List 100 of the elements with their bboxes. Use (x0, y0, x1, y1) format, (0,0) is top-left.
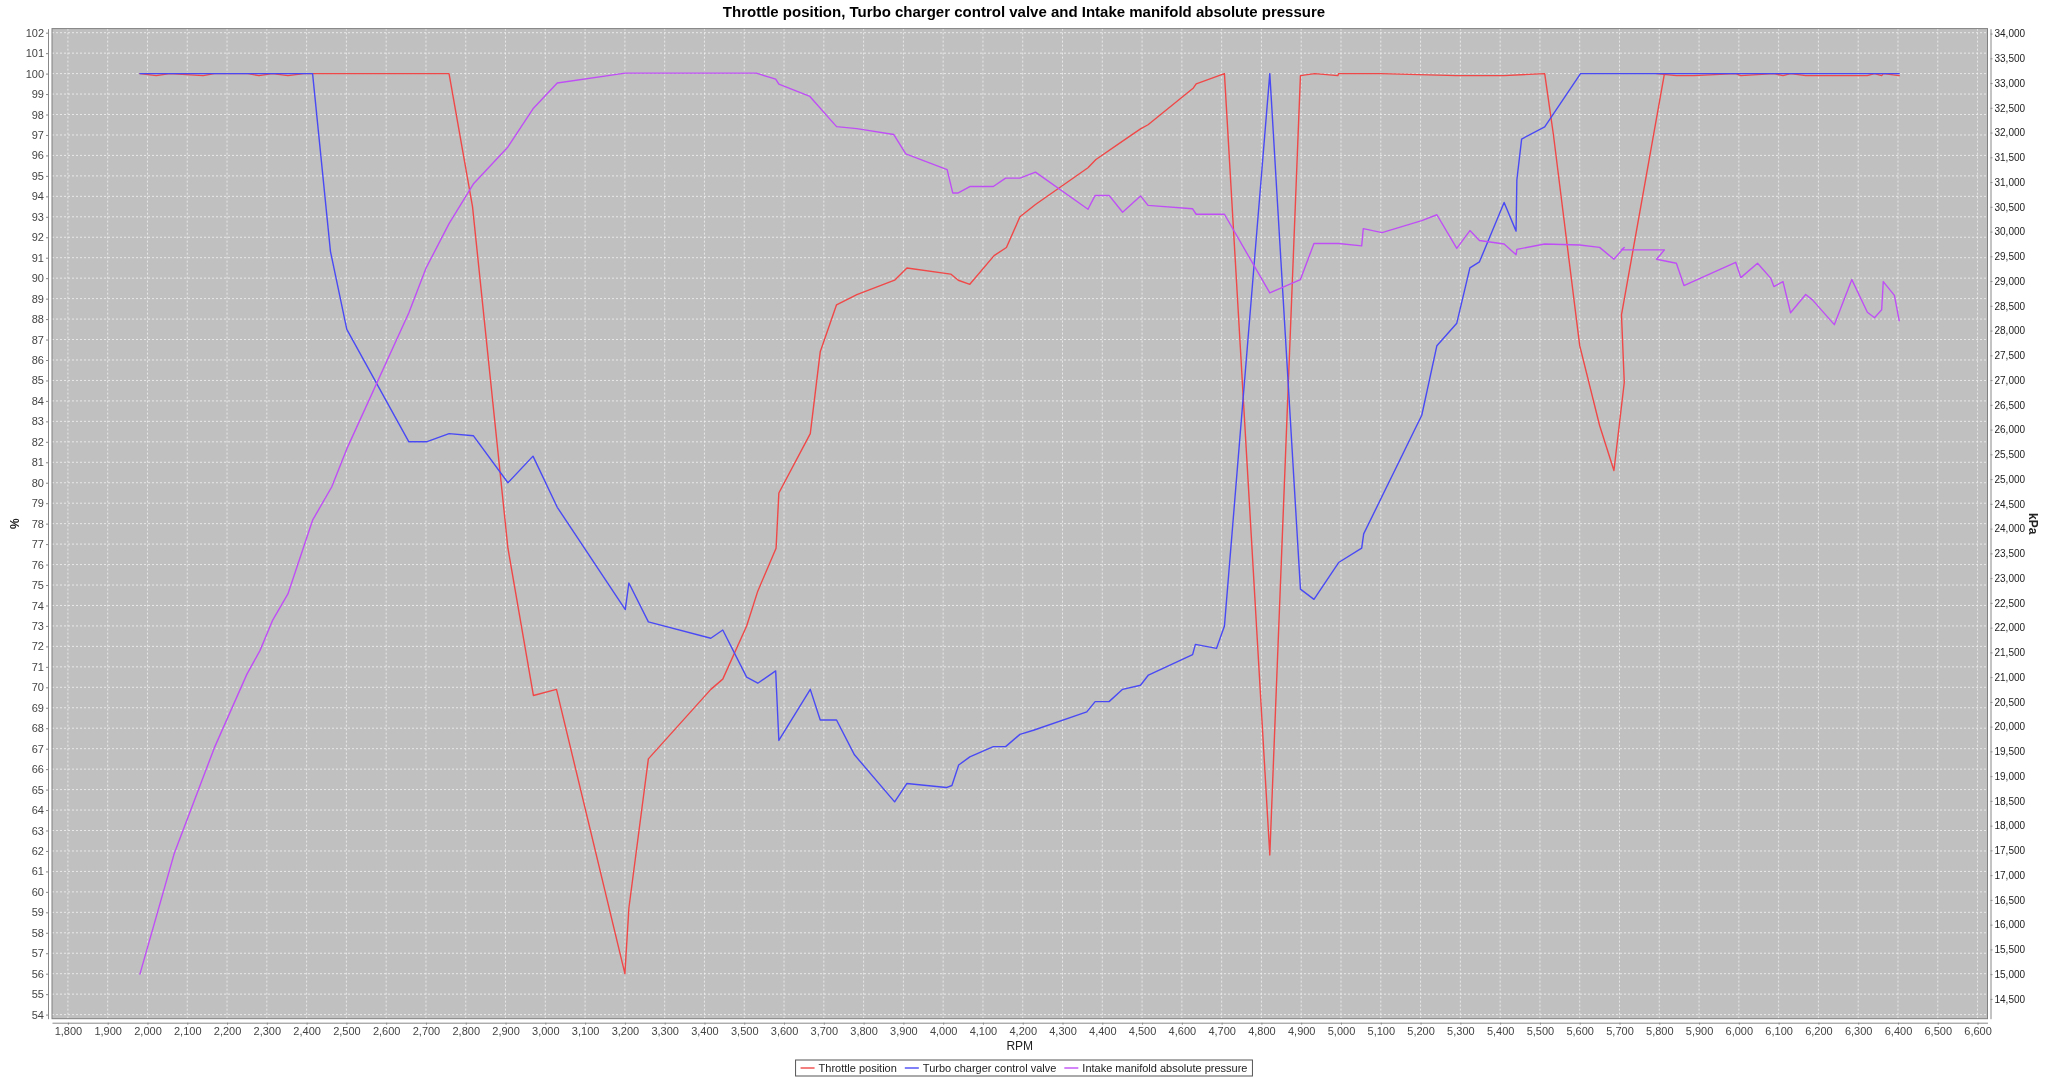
y-tick-label: 78 (31, 517, 44, 530)
x-tick-label: 4,100 (969, 1025, 998, 1038)
y2-tick-label: 25,500 (1994, 449, 2026, 461)
y-tick-label: 80 (31, 476, 44, 489)
y-tick-label: 66 (31, 763, 44, 776)
x-tick-label: 5,200 (1407, 1025, 1435, 1038)
y-tick-label: 70 (31, 681, 44, 694)
y-tick-label: 93 (31, 210, 44, 223)
x-tick-label: 5,500 (1526, 1025, 1555, 1038)
y2-tick-label: 29,000 (1994, 275, 2026, 287)
y2-tick-label: 17,000 (1994, 869, 2026, 881)
y2-tick-label: 30,500 (1994, 201, 2026, 213)
x-tick-label: 4,400 (1089, 1025, 1117, 1038)
x-tick-label: 2,200 (213, 1025, 242, 1038)
x-tick-label: 3,000 (532, 1025, 560, 1038)
y-tick-label: 73 (31, 619, 44, 632)
y2-tick-label: 23,000 (1994, 572, 2026, 584)
y2-tick-label: 33,000 (1994, 77, 2026, 89)
x-tick-label: 5,300 (1447, 1025, 1475, 1038)
y2-tick-label: 16,500 (1994, 894, 2026, 906)
y2-tick-label: 32,500 (1994, 102, 2026, 114)
x-tick-label: 5,600 (1566, 1025, 1594, 1038)
y2-tick-label: 27,500 (1994, 350, 2026, 362)
y-tick-label: 87 (31, 333, 44, 346)
x-tick-label: 4,000 (929, 1025, 958, 1038)
y2-tick-label: 23,500 (1994, 548, 2026, 560)
y2-tick-label: 32,000 (1994, 127, 2026, 139)
x-tick-label: 5,700 (1606, 1025, 1634, 1038)
y-tick-label: 91 (31, 251, 44, 264)
x-tick-label: 5,400 (1486, 1025, 1515, 1038)
x-tick-label: 1,800 (54, 1025, 83, 1038)
y2-tick-label: 29,500 (1994, 251, 2026, 263)
y-tick-label: 85 (31, 374, 44, 387)
x-axis-title: RPM (1006, 1039, 1034, 1053)
y2-tick-label: 19,500 (1994, 746, 2026, 758)
x-tick-label: 2,500 (333, 1025, 361, 1038)
x-tick-label: 3,300 (651, 1025, 679, 1038)
y2-tick-label: 31,500 (1994, 152, 2026, 164)
y2-tick-label: 21,500 (1994, 647, 2026, 659)
y-tick-label: 62 (31, 844, 44, 857)
y2-tick-label: 20,000 (1994, 721, 2026, 733)
legend-label: Turbo charger control valve (922, 1062, 1057, 1074)
legend-label: Intake manifold absolute pressure (1082, 1062, 1248, 1074)
x-tick-label: 2,800 (452, 1025, 481, 1038)
y-tick-label: 89 (31, 292, 44, 305)
x-tick-label: 2,000 (134, 1025, 162, 1038)
x-tick-label: 2,100 (174, 1025, 202, 1038)
y-tick-label: 84 (31, 394, 44, 407)
y-tick-label: 55 (31, 988, 44, 1001)
y2-tick-label: 26,000 (1994, 424, 2026, 436)
x-tick-label: 3,500 (730, 1025, 759, 1038)
y-axis-title: % (8, 517, 22, 529)
y-tick-label: 76 (31, 558, 44, 571)
y-tick-label: 95 (31, 169, 44, 182)
y-tick-label: 56 (31, 967, 44, 980)
y2-tick-label: 22,000 (1994, 622, 2026, 634)
x-tick-label: 6,200 (1805, 1025, 1833, 1038)
y-tick-label: 90 (31, 272, 44, 285)
y2-axis-title: kPa (2026, 512, 2040, 535)
y-tick-label: 83 (31, 415, 44, 428)
y2-tick-label: 33,500 (1994, 53, 2026, 64)
y-tick-label: 81 (31, 456, 44, 469)
y-tick-label: 102 (25, 26, 44, 39)
y2-tick-label: 31,000 (1994, 176, 2026, 188)
y-tick-label: 58 (31, 926, 44, 939)
y-tick-label: 88 (31, 313, 44, 326)
y-tick-label: 59 (31, 906, 44, 919)
y2-tick-label: 18,000 (1994, 820, 2026, 832)
x-tick-label: 6,400 (1884, 1025, 1913, 1038)
y-tick-label: 99 (31, 88, 44, 101)
y2-tick-label: 16,000 (1994, 919, 2026, 931)
y-tick-label: 98 (31, 108, 44, 121)
y2-tick-label: 24,000 (1994, 523, 2026, 535)
x-tick-label: 5,000 (1327, 1025, 1356, 1038)
y-tick-label: 96 (31, 149, 44, 162)
y2-tick-label: 17,500 (1994, 845, 2026, 857)
x-tick-label: 4,700 (1208, 1025, 1236, 1038)
legend-label: Throttle position (818, 1062, 897, 1074)
x-tick-label: 4,800 (1248, 1025, 1276, 1038)
y2-tick-label: 19,000 (1994, 770, 2026, 782)
x-tick-label: 1,900 (94, 1025, 122, 1038)
x-tick-label: 4,200 (1009, 1025, 1037, 1038)
x-tick-label: 2,300 (253, 1025, 282, 1038)
x-tick-label: 3,400 (691, 1025, 719, 1038)
y-tick-label: 101 (25, 47, 44, 60)
y2-tick-label: 20,500 (1994, 696, 2026, 708)
y-tick-label: 74 (31, 599, 44, 612)
x-tick-label: 2,600 (372, 1025, 401, 1038)
x-tick-label: 3,900 (890, 1025, 918, 1038)
x-tick-label: 6,300 (1844, 1025, 1873, 1038)
y2-tick-label: 22,500 (1994, 597, 2026, 609)
y2-tick-label: 15,000 (1994, 968, 2026, 980)
y-tick-label: 79 (31, 497, 44, 510)
y2-tick-label: 15,500 (1994, 944, 2026, 956)
y-tick-label: 67 (31, 742, 44, 755)
y-tick-label: 94 (31, 190, 44, 203)
y2-tick-label: 18,500 (1994, 795, 2026, 807)
y-tick-label: 60 (31, 885, 44, 898)
x-tick-label: 3,100 (571, 1025, 600, 1038)
y-tick-label: 72 (31, 640, 44, 653)
